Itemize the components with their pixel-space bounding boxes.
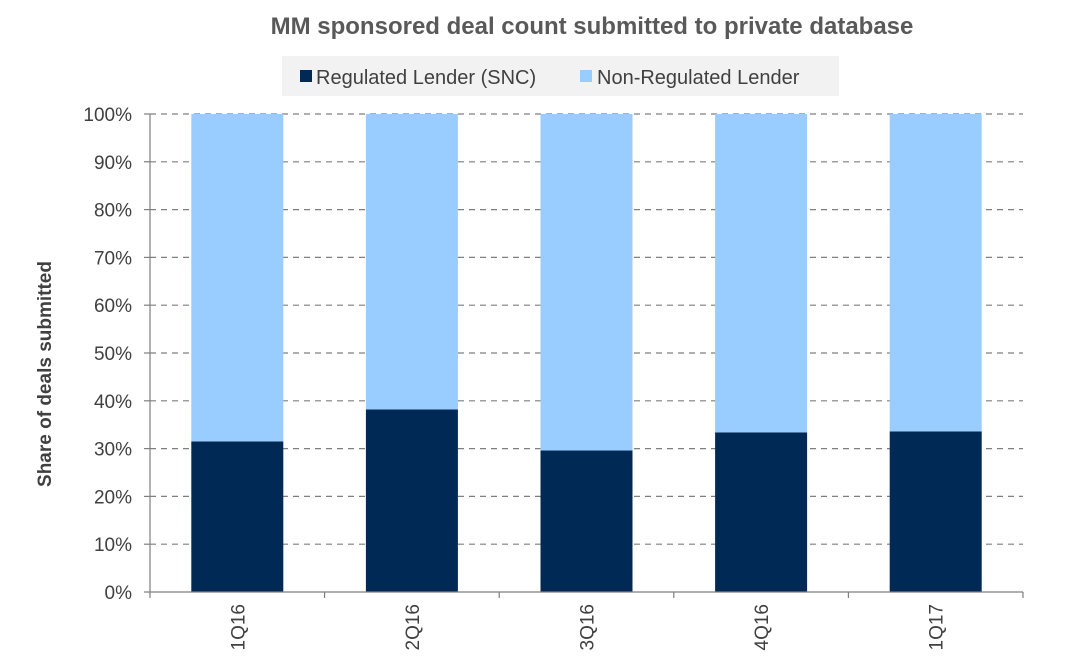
chart-title: MM sponsored deal count submitted to pri… [271, 13, 914, 40]
x-tick-label: 4Q16 [752, 604, 773, 650]
bar-non-regulated-lender [191, 114, 284, 442]
y-tick-labels: 0% 10% 20% 30% 40% 50% 60% 70% 80% 90% 100% [83, 105, 132, 604]
x-tick-labels: 1Q16 2Q16 3Q16 4Q16 1Q17 [228, 604, 947, 650]
legend-label-regulated: Regulated Lender (SNC) [316, 67, 536, 89]
y-tick-label: 70% [94, 248, 132, 269]
y-axis-title: Share of deals submitted [35, 261, 56, 487]
bar-regulated-lender [715, 432, 808, 592]
bar-non-regulated-lender [365, 114, 458, 410]
legend-swatch-regulated [300, 70, 312, 82]
legend-swatch-non-regulated [580, 70, 592, 82]
y-tick-label: 100% [83, 105, 132, 126]
bar-non-regulated-lender [715, 114, 808, 433]
bar-regulated-lender [365, 409, 458, 592]
y-tick-label: 20% [94, 487, 132, 508]
axes [144, 113, 1024, 598]
bar-regulated-lender [889, 431, 982, 592]
x-tick-label: 2Q16 [403, 604, 424, 650]
y-tick-label: 90% [94, 153, 132, 174]
y-tick-label: 0% [105, 583, 133, 604]
legend-label-non-regulated: Non-Regulated Lender [597, 67, 800, 89]
bar-regulated-lender [540, 450, 633, 592]
x-tick-label: 1Q17 [927, 604, 948, 650]
gridlines [150, 113, 1023, 545]
x-tick-label: 1Q16 [228, 604, 249, 650]
bar-non-regulated-lender [540, 114, 633, 451]
y-tick-label: 80% [94, 201, 132, 222]
y-tick-label: 40% [94, 392, 132, 413]
bar-non-regulated-lender [889, 114, 982, 432]
y-tick-label: 50% [94, 344, 132, 365]
y-tick-label: 60% [94, 296, 132, 317]
x-tick-label: 3Q16 [578, 604, 599, 650]
y-tick-label: 30% [94, 440, 132, 461]
bar-regulated-lender [191, 441, 284, 592]
y-tick-label: 10% [94, 535, 132, 556]
legend-background [282, 56, 839, 96]
legend: Regulated Lender (SNC) Non-Regulated Len… [282, 56, 839, 96]
bars [191, 114, 982, 592]
